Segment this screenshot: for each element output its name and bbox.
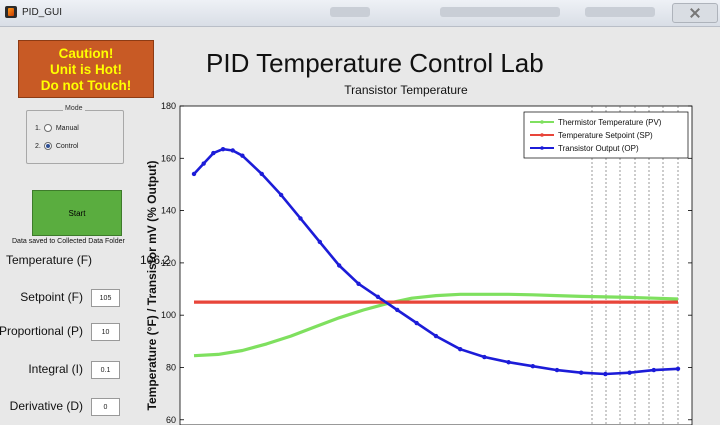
radio-button[interactable]	[43, 142, 52, 150]
option-number: 1.	[35, 124, 41, 132]
integral-field[interactable]: 0.1	[91, 361, 120, 379]
legend-entry: Thermistor Temperature (PV)	[558, 118, 662, 127]
op-data-point	[317, 239, 323, 245]
op-data-point	[211, 150, 216, 156]
op-data-point	[375, 294, 381, 300]
titlebar-blur	[440, 7, 560, 17]
op-data-point	[579, 370, 584, 375]
temperature-chart: 60 80 100 120 140 160 180 Transistor Temperatur…	[145, 83, 693, 425]
y-tick-label: 180	[161, 101, 176, 111]
y-tick-label: 60	[166, 415, 176, 425]
close-button[interactable]	[672, 3, 718, 23]
setpoint-label: Setpoint (F)	[20, 290, 83, 304]
start-button[interactable]: Start	[32, 190, 122, 236]
op-data-point	[603, 371, 608, 377]
y-tick-label: 80	[166, 362, 176, 372]
mode-group: Mode 1. Manual 2. Control	[26, 105, 124, 164]
setpoint-field[interactable]: 105	[91, 289, 120, 307]
window-title: PID_GUI	[22, 7, 63, 18]
mode-legend: Mode	[63, 105, 85, 112]
op-data-point	[278, 192, 284, 198]
integral-label: Integral (I)	[28, 362, 83, 376]
op-data-point	[506, 360, 511, 365]
op-data-point	[220, 146, 226, 152]
app-icon	[5, 6, 17, 18]
legend-marker	[540, 133, 544, 137]
op-data-point	[651, 367, 656, 373]
mode-option-control[interactable]: 2. Control	[35, 142, 78, 150]
option-label: Manual	[55, 124, 79, 132]
mode-option-manual[interactable]: 1. Manual	[35, 124, 79, 132]
temperature-label: Temperature (F)	[6, 253, 93, 267]
op-data-point	[414, 320, 419, 326]
op-data-point	[627, 370, 632, 375]
derivative-label: Derivative (D)	[9, 399, 83, 413]
proportional-field[interactable]: 10	[91, 323, 120, 341]
series-line-1	[193, 292, 679, 358]
op-data-point	[530, 363, 535, 369]
caution-line: Unit is Hot!	[50, 62, 122, 77]
y-tick-label: 160	[161, 153, 176, 163]
derivative-field[interactable]: 0	[91, 398, 120, 416]
temperature-value: 106.2	[140, 253, 171, 267]
radio-button[interactable]	[43, 124, 52, 132]
caution-line: Do not Touch!	[40, 78, 132, 93]
y-axis-label: Temperature (°F) / Transistor mV (% Outp…	[145, 161, 159, 411]
y-tick-label: 120	[161, 258, 176, 268]
op-data-point	[259, 171, 264, 177]
op-data-point	[356, 281, 361, 287]
op-data-point	[230, 148, 235, 153]
legend-marker	[540, 120, 544, 124]
plot-area	[179, 105, 693, 425]
op-data-point	[482, 354, 487, 360]
option-number: 2.	[35, 142, 41, 150]
save-status: Data saved to Collected Data Folder	[12, 238, 125, 245]
op-data-point	[298, 216, 303, 221]
option-label: Control	[55, 142, 79, 150]
page-title: PID Temperature Control Lab	[206, 48, 544, 78]
op-data-point	[191, 171, 197, 177]
caution-line: Caution!	[58, 46, 114, 61]
title-bar: PID_GUI	[0, 0, 720, 27]
op-data-point	[240, 153, 245, 158]
op-data-point	[395, 307, 400, 313]
legend-entry: Transistor Output (OP)	[558, 144, 639, 153]
op-data-point	[554, 367, 560, 373]
caution-panel: Caution! Unit is Hot! Do not Touch!	[18, 40, 154, 98]
chart-title: Transistor Temperature	[344, 83, 468, 97]
legend-entry: Temperature Setpoint (SP)	[558, 131, 653, 140]
op-data-point	[201, 161, 206, 166]
proportional-label: Proportional (P)	[0, 324, 83, 338]
titlebar-blur	[330, 7, 370, 17]
chart-container: 60 80 100 120 140 160 180 Transistor Temperatur…	[130, 78, 720, 425]
op-data-point	[458, 346, 463, 352]
op-data-point	[675, 366, 681, 371]
legend-marker	[540, 146, 544, 150]
op-data-point	[433, 333, 439, 339]
titlebar-blur	[585, 7, 655, 17]
y-tick-label: 100	[161, 310, 176, 320]
y-tick-label: 140	[161, 206, 176, 216]
op-data-point	[337, 263, 342, 268]
